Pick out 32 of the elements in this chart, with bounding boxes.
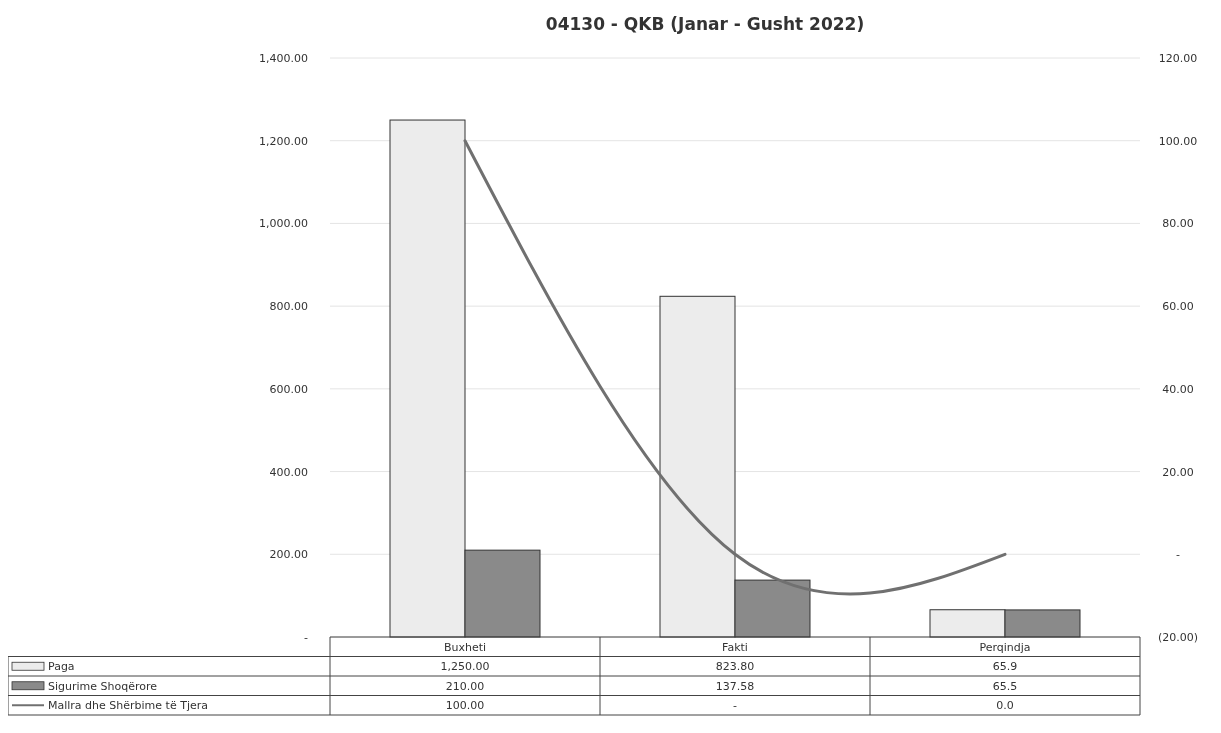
y-tick-label: 200.00 — [269, 548, 308, 562]
data-label: - — [733, 699, 738, 713]
data-label: 65.9 — [992, 660, 1018, 674]
data-label: 137.58 — [715, 679, 755, 693]
y-tick-label: 1,000.00 — [259, 217, 308, 231]
y-tick-label: - — [304, 631, 309, 644]
y-tick-label: 1,200.00 — [259, 134, 308, 148]
x-tick-label: Buxheti — [443, 640, 487, 654]
data-label: 1,250.00 — [440, 660, 490, 674]
chart-title: 04130 - QKB (Janar - Gusht 2022) — [545, 14, 865, 34]
data-label: 100.00 — [445, 699, 485, 713]
x-tick-label: Perqindja — [979, 640, 1031, 654]
y2-tick-label: 60.00 — [1162, 300, 1194, 314]
legend-label: Sigurime Shoqërore — [48, 679, 158, 693]
data-label: 823.80 — [715, 660, 755, 674]
data-label: 65.5 — [992, 679, 1018, 693]
y2-tick-label: - — [1176, 548, 1181, 562]
y2-tick-label: 100.00 — [1158, 134, 1198, 148]
y-tick-label: 800.00 — [269, 300, 308, 314]
y2-tick-label: (20.00) — [1157, 631, 1199, 644]
y-tick-label: 600.00 — [269, 382, 308, 396]
data-label: 210.00 — [445, 679, 485, 693]
x-tick-label: Fakti — [722, 640, 748, 654]
y2-tick-label: 120.00 — [1158, 52, 1198, 65]
legend-label: Mallra dhe Shërbime të Tjera — [48, 699, 208, 713]
y2-tick-label: 80.00 — [1162, 217, 1194, 231]
y-tick-label: 1,400.00 — [259, 52, 308, 65]
y-tick-label: 400.00 — [269, 465, 308, 479]
y2-tick-label: 20.00 — [1162, 465, 1194, 479]
data-label: 0.0 — [996, 699, 1014, 713]
legend-label: Paga — [48, 660, 75, 674]
y2-tick-label: 40.00 — [1162, 382, 1194, 396]
